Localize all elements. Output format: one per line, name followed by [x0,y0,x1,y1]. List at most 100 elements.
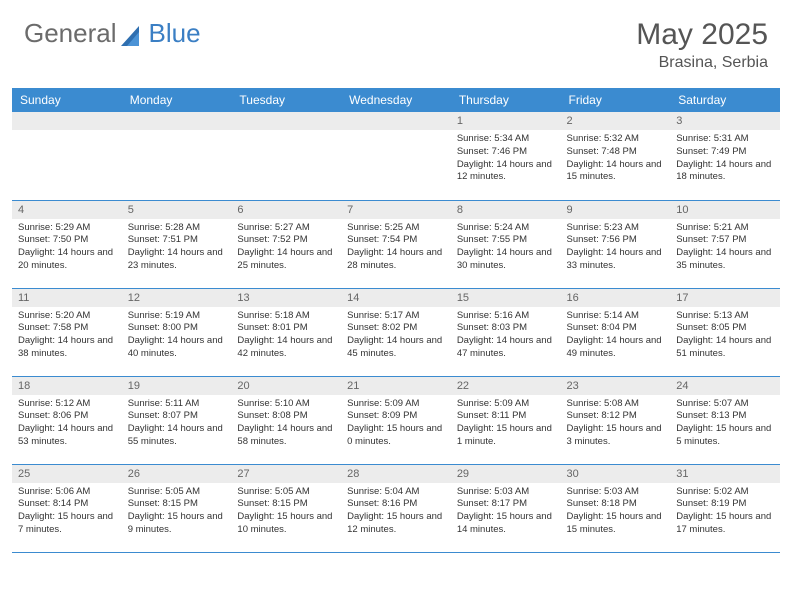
day-number: 22 [451,377,561,395]
calendar-cell: 26Sunrise: 5:05 AMSunset: 8:15 PMDayligh… [122,464,232,552]
calendar-cell: 17Sunrise: 5:13 AMSunset: 8:05 PMDayligh… [670,288,780,376]
calendar-cell: 6Sunrise: 5:27 AMSunset: 7:52 PMDaylight… [231,200,341,288]
header: General Blue May 2025 Brasina, Serbia [0,0,792,80]
day-details: Sunrise: 5:34 AMSunset: 7:46 PMDaylight:… [451,130,561,188]
day-details: Sunrise: 5:07 AMSunset: 8:13 PMDaylight:… [670,395,780,453]
weekday-header: Tuesday [231,88,341,112]
calendar-cell: 19Sunrise: 5:11 AMSunset: 8:07 PMDayligh… [122,376,232,464]
day-details: Sunrise: 5:02 AMSunset: 8:19 PMDaylight:… [670,483,780,541]
calendar-cell: 2Sunrise: 5:32 AMSunset: 7:48 PMDaylight… [561,112,671,200]
day-details: Sunrise: 5:32 AMSunset: 7:48 PMDaylight:… [561,130,671,188]
day-details: Sunrise: 5:11 AMSunset: 8:07 PMDaylight:… [122,395,232,453]
calendar-cell: 11Sunrise: 5:20 AMSunset: 7:58 PMDayligh… [12,288,122,376]
brand-part1: General [24,18,117,49]
day-number: 23 [561,377,671,395]
day-number: 13 [231,289,341,307]
calendar-cell: 31Sunrise: 5:02 AMSunset: 8:19 PMDayligh… [670,464,780,552]
day-number [231,112,341,130]
day-details: Sunrise: 5:10 AMSunset: 8:08 PMDaylight:… [231,395,341,453]
location-subtitle: Brasina, Serbia [636,54,768,72]
day-details: Sunrise: 5:03 AMSunset: 8:18 PMDaylight:… [561,483,671,541]
day-details: Sunrise: 5:12 AMSunset: 8:06 PMDaylight:… [12,395,122,453]
day-number: 20 [231,377,341,395]
day-details: Sunrise: 5:21 AMSunset: 7:57 PMDaylight:… [670,219,780,277]
day-details: Sunrise: 5:20 AMSunset: 7:58 PMDaylight:… [12,307,122,365]
day-number: 6 [231,201,341,219]
day-number: 25 [12,465,122,483]
weekday-header: Monday [122,88,232,112]
calendar-cell: 5Sunrise: 5:28 AMSunset: 7:51 PMDaylight… [122,200,232,288]
calendar-cell: 25Sunrise: 5:06 AMSunset: 8:14 PMDayligh… [12,464,122,552]
day-number: 28 [341,465,451,483]
calendar-cell: 24Sunrise: 5:07 AMSunset: 8:13 PMDayligh… [670,376,780,464]
calendar-cell: 1Sunrise: 5:34 AMSunset: 7:46 PMDaylight… [451,112,561,200]
calendar-cell: 13Sunrise: 5:18 AMSunset: 8:01 PMDayligh… [231,288,341,376]
day-number: 11 [12,289,122,307]
calendar-cell: 10Sunrise: 5:21 AMSunset: 7:57 PMDayligh… [670,200,780,288]
day-number: 17 [670,289,780,307]
calendar-table: Sunday Monday Tuesday Wednesday Thursday… [12,88,780,553]
calendar-cell [12,112,122,200]
day-details: Sunrise: 5:13 AMSunset: 8:05 PMDaylight:… [670,307,780,365]
day-details: Sunrise: 5:05 AMSunset: 8:15 PMDaylight:… [122,483,232,541]
day-number: 16 [561,289,671,307]
day-number: 15 [451,289,561,307]
weekday-header: Saturday [670,88,780,112]
day-number: 31 [670,465,780,483]
calendar-cell: 29Sunrise: 5:03 AMSunset: 8:17 PMDayligh… [451,464,561,552]
calendar-row: 11Sunrise: 5:20 AMSunset: 7:58 PMDayligh… [12,288,780,376]
day-number: 18 [12,377,122,395]
calendar-cell: 8Sunrise: 5:24 AMSunset: 7:55 PMDaylight… [451,200,561,288]
day-details: Sunrise: 5:14 AMSunset: 8:04 PMDaylight:… [561,307,671,365]
day-number: 9 [561,201,671,219]
day-number: 1 [451,112,561,130]
weekday-header: Sunday [12,88,122,112]
day-details: Sunrise: 5:27 AMSunset: 7:52 PMDaylight:… [231,219,341,277]
brand-logo: General Blue [24,18,201,49]
day-number [122,112,232,130]
weekday-header: Friday [561,88,671,112]
day-details: Sunrise: 5:09 AMSunset: 8:09 PMDaylight:… [341,395,451,453]
day-number: 26 [122,465,232,483]
calendar-cell: 22Sunrise: 5:09 AMSunset: 8:11 PMDayligh… [451,376,561,464]
day-details: Sunrise: 5:24 AMSunset: 7:55 PMDaylight:… [451,219,561,277]
day-number: 19 [122,377,232,395]
day-details: Sunrise: 5:19 AMSunset: 8:00 PMDaylight:… [122,307,232,365]
calendar-cell: 9Sunrise: 5:23 AMSunset: 7:56 PMDaylight… [561,200,671,288]
day-number: 24 [670,377,780,395]
day-details: Sunrise: 5:25 AMSunset: 7:54 PMDaylight:… [341,219,451,277]
calendar-row: 25Sunrise: 5:06 AMSunset: 8:14 PMDayligh… [12,464,780,552]
calendar-cell: 14Sunrise: 5:17 AMSunset: 8:02 PMDayligh… [341,288,451,376]
day-number: 14 [341,289,451,307]
day-details: Sunrise: 5:18 AMSunset: 8:01 PMDaylight:… [231,307,341,365]
day-number: 29 [451,465,561,483]
calendar-cell [122,112,232,200]
day-number: 27 [231,465,341,483]
calendar-cell [341,112,451,200]
day-number: 4 [12,201,122,219]
day-number: 7 [341,201,451,219]
day-details: Sunrise: 5:17 AMSunset: 8:02 PMDaylight:… [341,307,451,365]
weekday-header-row: Sunday Monday Tuesday Wednesday Thursday… [12,88,780,112]
weekday-header: Wednesday [341,88,451,112]
day-number: 2 [561,112,671,130]
day-number [12,112,122,130]
day-details: Sunrise: 5:03 AMSunset: 8:17 PMDaylight:… [451,483,561,541]
calendar-cell: 4Sunrise: 5:29 AMSunset: 7:50 PMDaylight… [12,200,122,288]
calendar-row: 1Sunrise: 5:34 AMSunset: 7:46 PMDaylight… [12,112,780,200]
day-details: Sunrise: 5:04 AMSunset: 8:16 PMDaylight:… [341,483,451,541]
day-number: 21 [341,377,451,395]
day-number [341,112,451,130]
calendar-cell: 16Sunrise: 5:14 AMSunset: 8:04 PMDayligh… [561,288,671,376]
calendar-cell: 7Sunrise: 5:25 AMSunset: 7:54 PMDaylight… [341,200,451,288]
calendar-cell: 20Sunrise: 5:10 AMSunset: 8:08 PMDayligh… [231,376,341,464]
day-details: Sunrise: 5:29 AMSunset: 7:50 PMDaylight:… [12,219,122,277]
calendar-cell: 12Sunrise: 5:19 AMSunset: 8:00 PMDayligh… [122,288,232,376]
calendar-cell: 15Sunrise: 5:16 AMSunset: 8:03 PMDayligh… [451,288,561,376]
sail-icon [121,26,147,48]
day-details: Sunrise: 5:16 AMSunset: 8:03 PMDaylight:… [451,307,561,365]
day-number: 30 [561,465,671,483]
day-details: Sunrise: 5:06 AMSunset: 8:14 PMDaylight:… [12,483,122,541]
calendar-row: 4Sunrise: 5:29 AMSunset: 7:50 PMDaylight… [12,200,780,288]
calendar-cell: 28Sunrise: 5:04 AMSunset: 8:16 PMDayligh… [341,464,451,552]
